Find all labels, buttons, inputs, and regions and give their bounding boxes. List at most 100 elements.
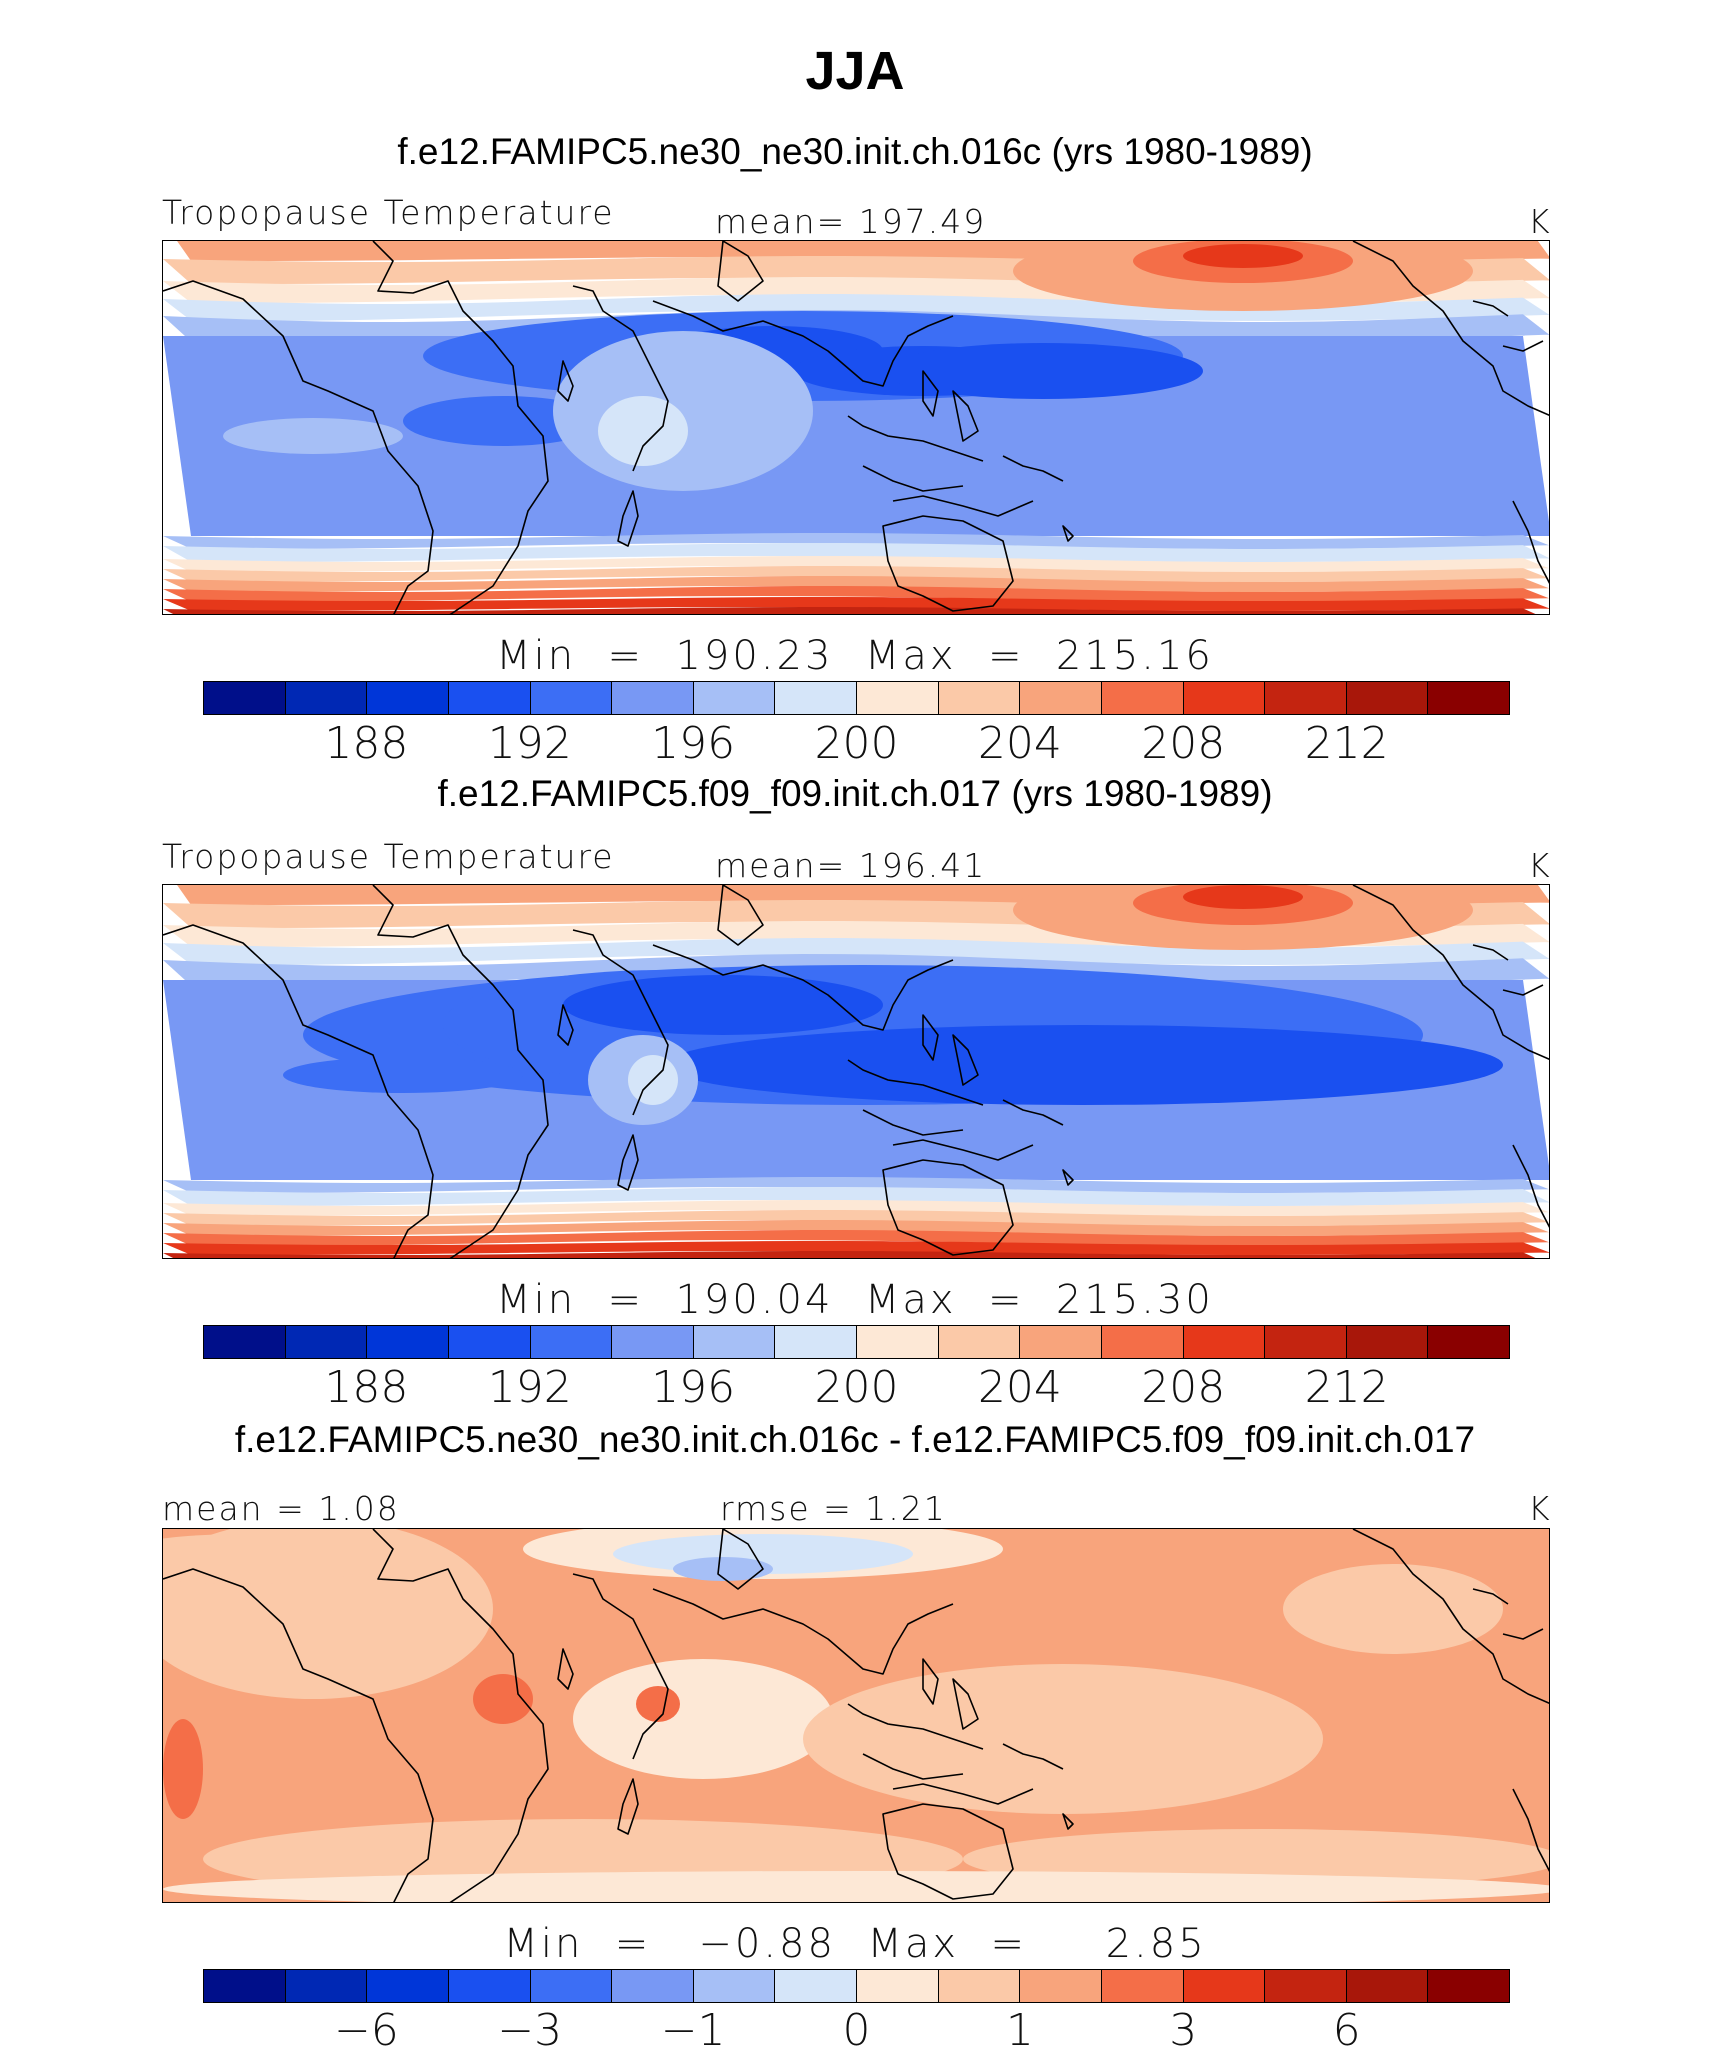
coastline-path [572, 929, 669, 1116]
colorbar-box [1346, 682, 1429, 714]
colorbar-box [367, 682, 449, 714]
colorbar-box [1183, 682, 1266, 714]
colorbar-tick-label: 208 [1141, 718, 1226, 769]
coastline-path [1352, 1529, 1549, 1705]
coastline-path [1352, 885, 1549, 1061]
contour-region [636, 1686, 680, 1722]
coastline-path [557, 1004, 574, 1046]
coastline-path [617, 490, 639, 547]
contour-band [163, 1187, 1549, 1206]
colorbar-box [938, 1970, 1021, 2002]
coastline-path [1002, 1099, 1064, 1126]
coastline-path [862, 465, 964, 492]
contour-band [163, 1200, 1549, 1216]
contour-band [163, 1241, 1549, 1255]
coastline-path [1512, 1788, 1549, 1872]
colorbar-tick-label: 1 [1005, 2005, 1034, 2048]
panel2-map [162, 884, 1550, 1259]
colorbar-box [857, 1970, 939, 2002]
coastline-path [372, 241, 549, 614]
colorbar-box [1101, 1970, 1184, 2002]
contour-region [163, 1871, 1549, 1902]
colorbar-box [612, 1326, 694, 1358]
contour-fill [163, 885, 1549, 1258]
coastline-path [882, 1159, 1014, 1256]
panel3-map [162, 1528, 1550, 1903]
contour-band [163, 1220, 1549, 1236]
coastline-path [1502, 984, 1544, 996]
colorbar-box [1265, 1970, 1347, 2002]
coastline-path [372, 885, 549, 1258]
contour-band [163, 294, 1549, 321]
coastline-path [862, 1753, 964, 1780]
panel2-units-label: K [1528, 846, 1552, 885]
map-svg [163, 1529, 1549, 1902]
colorbar-tick-label: 188 [324, 1362, 409, 1413]
contour-fill [163, 1529, 1549, 1902]
contour-band [163, 556, 1549, 572]
colorbar-box [1265, 682, 1347, 714]
coastline-path [1472, 1588, 1509, 1605]
contour-region [1183, 885, 1303, 909]
colorbar-box [367, 1970, 449, 2002]
coastline-path [1062, 525, 1074, 542]
colorbar-tick-label: 6 [1332, 2005, 1361, 2048]
contour-band [163, 586, 1549, 602]
panel2-minmax: Min = 190.04 Max = 215.30 [496, 1277, 1214, 1323]
coastline-path [952, 390, 979, 442]
panel2-variable-label: Tropopause Temperature [162, 837, 615, 876]
panel3-colorbar [203, 1969, 1510, 2003]
coastline-path [1002, 455, 1064, 482]
colorbar-box [530, 682, 613, 714]
panel2-mean-label: mean= 196.41 [715, 846, 987, 885]
contour-band [163, 597, 1549, 611]
coastline-path [892, 495, 1034, 517]
colorbar-tick-label: 204 [977, 718, 1062, 769]
coastline-path [847, 415, 984, 462]
contour-region [163, 1719, 203, 1819]
contour-band [163, 566, 1549, 582]
colorbar-box [204, 682, 286, 714]
coastlines [163, 1529, 1549, 1902]
coastline-path [372, 1529, 549, 1902]
colorbar-tick-label: 196 [651, 718, 736, 769]
contour-band [163, 1177, 1549, 1193]
colorbar-box [367, 1326, 449, 1358]
colorbar-tick-label: 212 [1304, 1362, 1389, 1413]
contour-region [283, 1057, 523, 1093]
contour-region [1183, 244, 1303, 268]
colorbar-box [1428, 682, 1509, 714]
contour-region [663, 1025, 1503, 1105]
coastline-path [847, 1703, 984, 1750]
coastline-path [163, 1568, 434, 1902]
colorbar-box [1101, 682, 1184, 714]
map-svg [163, 241, 1549, 614]
contour-band [163, 336, 1549, 536]
coastline-path [1002, 1743, 1064, 1770]
contour-region [163, 1534, 383, 1584]
colorbar-box [1183, 1970, 1266, 2002]
coastline-path [882, 1803, 1014, 1900]
contour-region [803, 1664, 1323, 1814]
panel1-mean-label: mean= 197.49 [715, 202, 987, 241]
coastline-path [572, 285, 669, 472]
contour-region [553, 331, 813, 491]
contour-band [163, 1210, 1549, 1226]
panel1-map [162, 240, 1550, 615]
contour-region [223, 418, 403, 454]
map-svg [163, 885, 1549, 1258]
panel2-case-title: f.e12.FAMIPC5.f09_f09.init.ch.017 (yrs 1… [437, 773, 1273, 814]
colorbar-box [1183, 1326, 1266, 1358]
colorbar-tick-label: 200 [814, 1362, 899, 1413]
coastline-path [1502, 1628, 1544, 1640]
colorbar-tick-label: 192 [487, 718, 572, 769]
coastline-path [847, 1059, 984, 1106]
panel3-case-title: f.e12.FAMIPC5.ne30_ne30.init.ch.016c - f… [234, 1419, 1476, 1460]
colorbar-box [612, 682, 694, 714]
coastline-path [617, 1134, 639, 1191]
coastline-path [572, 1573, 669, 1760]
colorbar-box [448, 682, 531, 714]
coastline-path [652, 1588, 954, 1675]
panel2-colorbar-ticks: 188 192 196 200 204 208 212 [203, 1362, 1510, 1422]
coastline-path [882, 515, 1014, 612]
